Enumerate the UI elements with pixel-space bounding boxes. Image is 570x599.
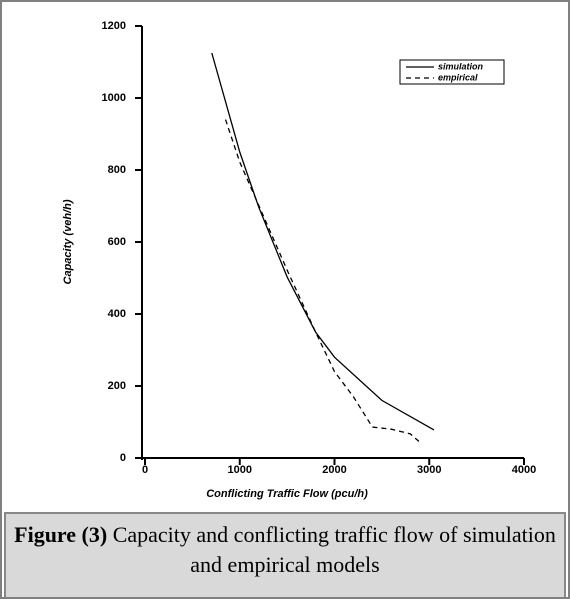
series-line bbox=[224, 119, 421, 443]
y-tick-label: 400 bbox=[108, 308, 126, 320]
legend-box bbox=[399, 59, 505, 85]
legend-label: empirical bbox=[438, 72, 478, 82]
y-tick-label: 800 bbox=[108, 164, 126, 176]
legend-label: simulation bbox=[438, 61, 484, 71]
y-tick-label: 1000 bbox=[102, 92, 126, 104]
caption: Figure (3) Capacity and conflicting traf… bbox=[4, 512, 566, 597]
x-tick-label: 2000 bbox=[322, 464, 346, 476]
y-tick-label: 1200 bbox=[102, 20, 126, 32]
caption-label: Figure (3) bbox=[14, 522, 108, 547]
chart: Conflicting Traffic Flow (pcu/h) Capacit… bbox=[62, 20, 536, 500]
x-tick-label: 4000 bbox=[512, 464, 536, 476]
x-tick-label: 3000 bbox=[417, 464, 441, 476]
x-axis-label: Conflicting Traffic Flow (pcu/h) bbox=[206, 488, 368, 500]
y-tick-label: 600 bbox=[108, 236, 126, 248]
y-tick-label: 200 bbox=[108, 380, 126, 392]
x-tick-label: 0 bbox=[142, 464, 148, 476]
y-tick-label: 0 bbox=[120, 452, 126, 464]
x-tick-label: 1000 bbox=[228, 464, 252, 476]
caption-text: Capacity and conflicting traffic flow of… bbox=[112, 522, 556, 577]
y-axis-label: Capacity (veh/h) bbox=[62, 199, 74, 284]
series-line bbox=[211, 52, 435, 431]
